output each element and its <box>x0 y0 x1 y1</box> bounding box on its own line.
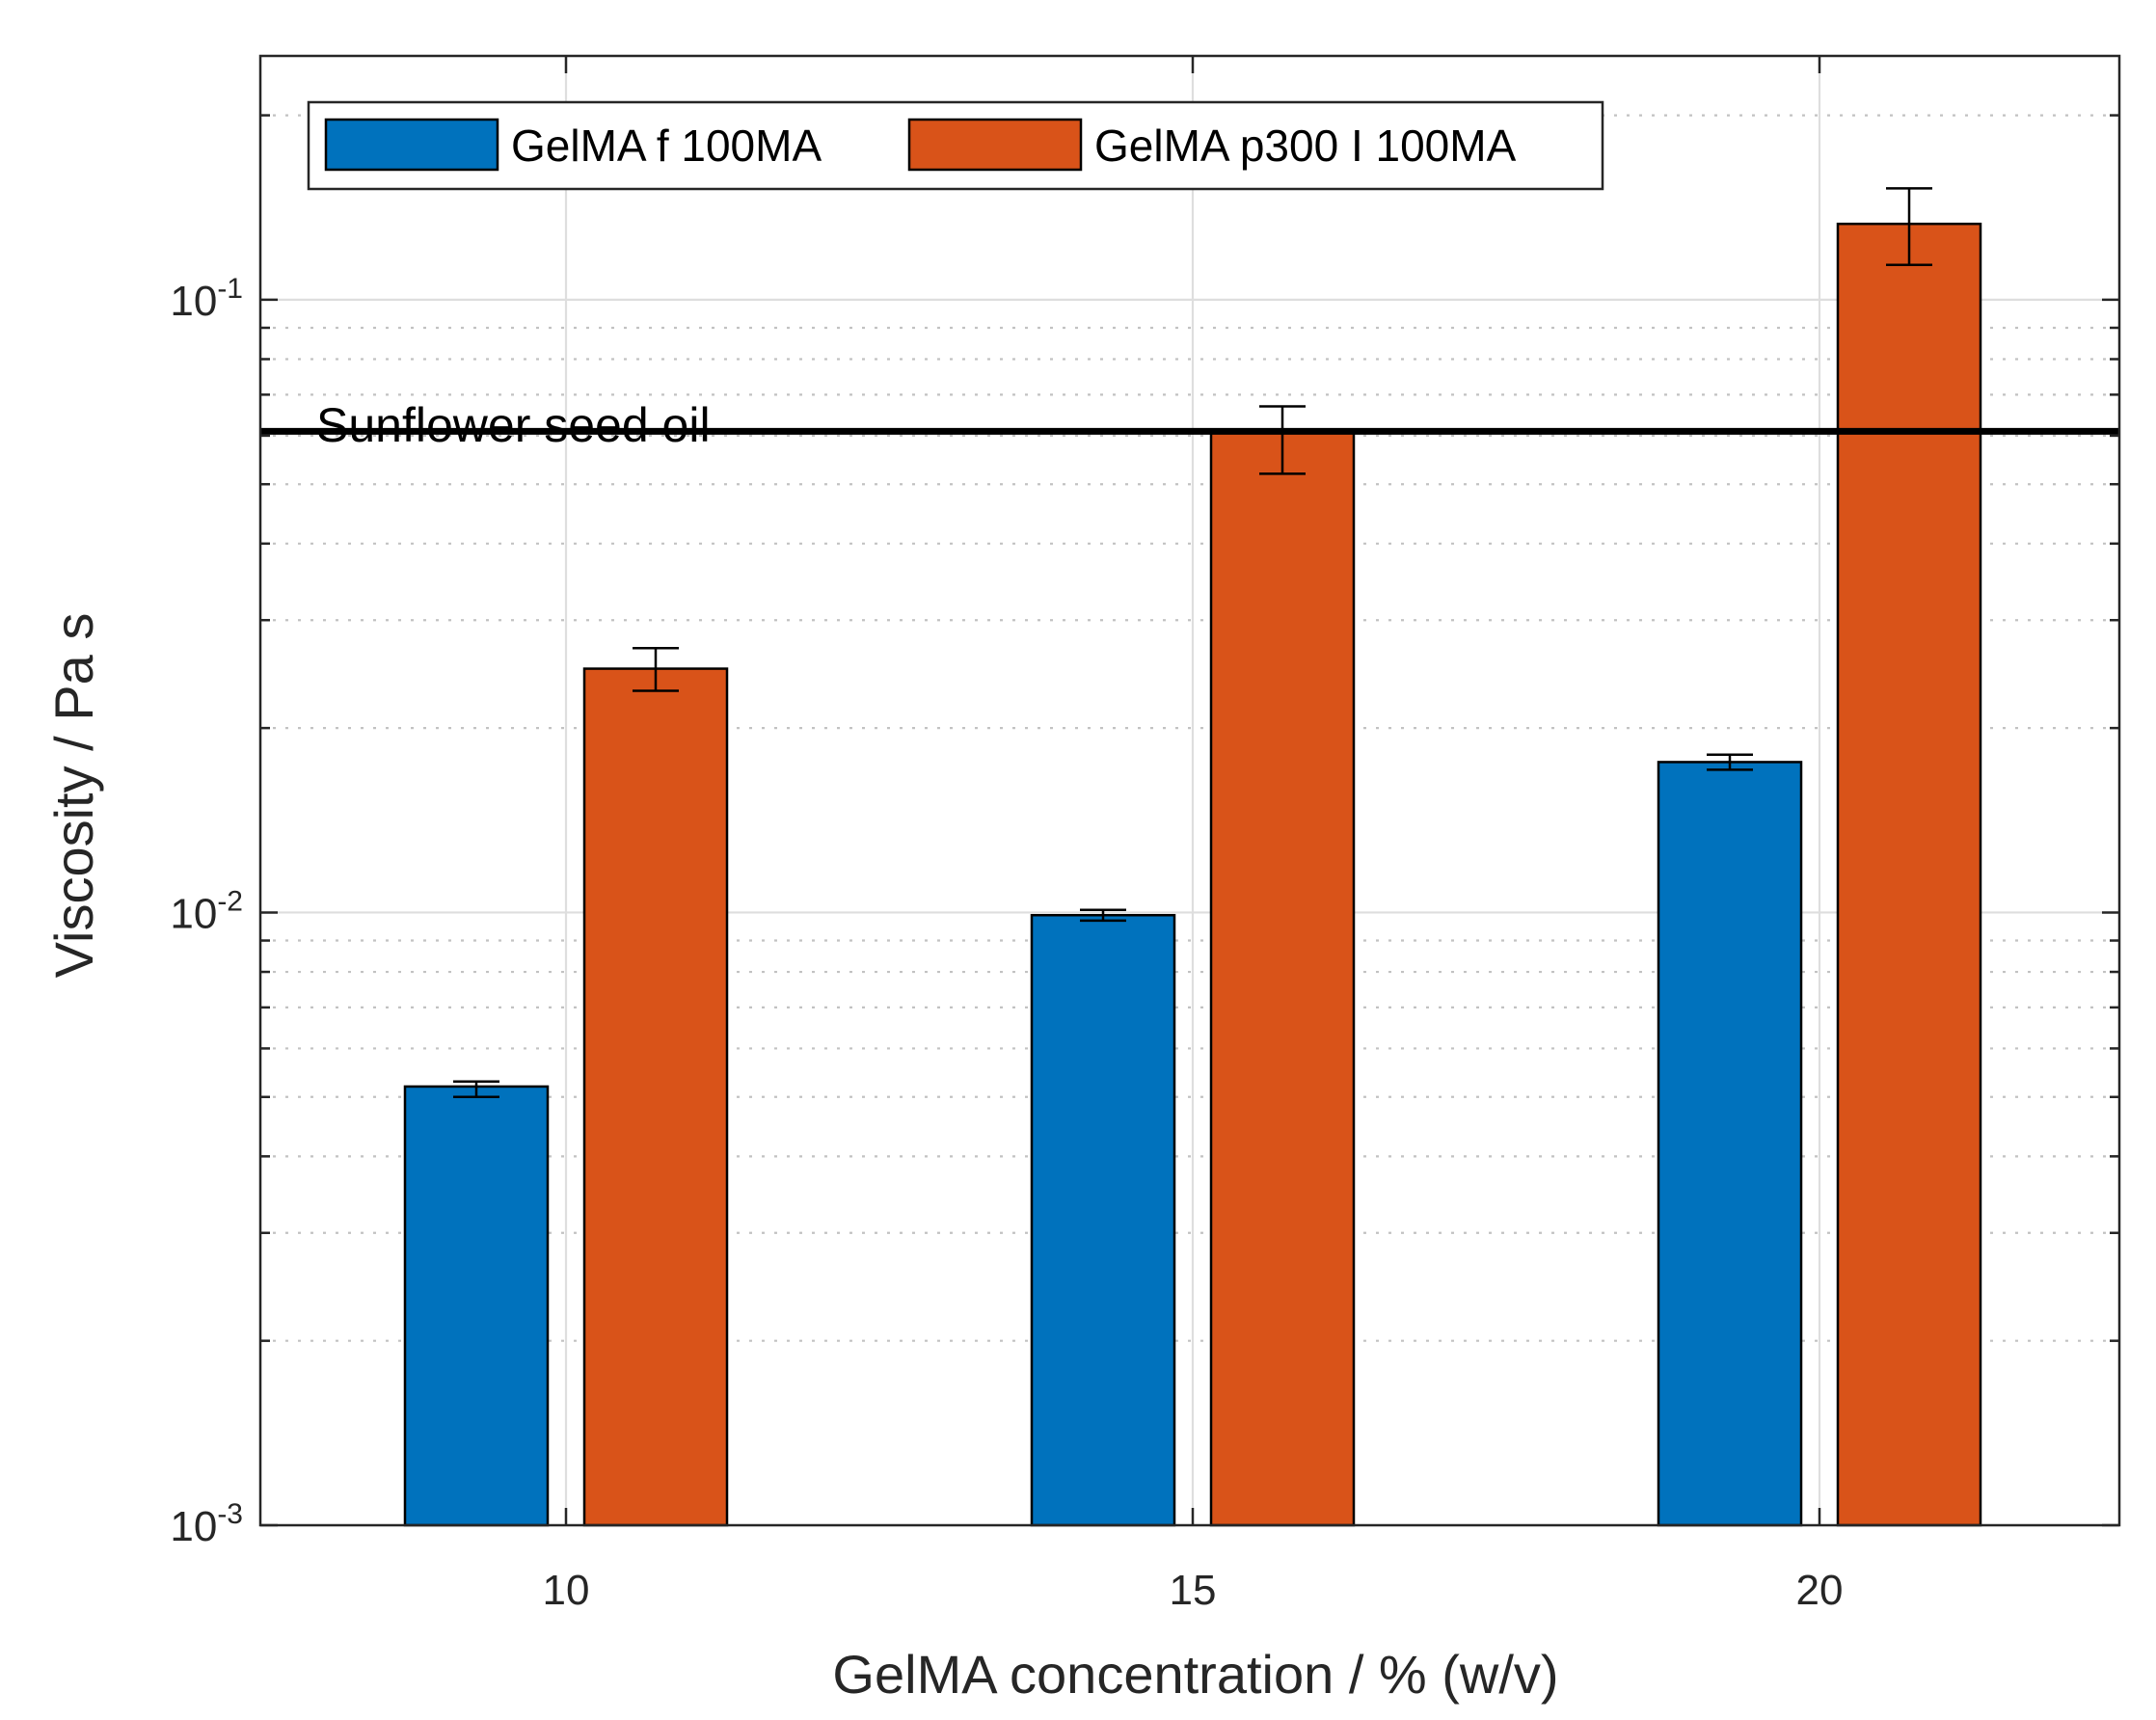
y-tick-label: 10-1 <box>170 273 243 325</box>
error-bar-f100ma-20 <box>1707 753 1753 771</box>
bar-p300-100ma-10 <box>582 667 729 1527</box>
legend-label-1: GelMA f 100MA <box>511 121 822 171</box>
bar-p300-100ma-15 <box>1209 430 1356 1527</box>
error-bar-f100ma-15 <box>1080 908 1126 923</box>
grid-layer <box>260 56 2119 1525</box>
y-tick-label: 10-2 <box>170 885 243 937</box>
x-tick-label: 15 <box>1170 1567 1217 1614</box>
legend-swatch-2 <box>907 118 1083 172</box>
x-tick-label: 10 <box>543 1567 590 1614</box>
reference-line-label: Sunflower seed oil <box>316 398 711 452</box>
x-axis-label: GelMA concentration / % (w/v) <box>832 1644 1558 1705</box>
error-bar-p300-100ma-20 <box>1886 187 1932 266</box>
axes-box <box>258 54 2121 1527</box>
bar-f100ma-20 <box>1657 761 1803 1527</box>
error-bar-p300-100ma-15 <box>1259 405 1306 475</box>
axes-layer: 10-3 10-2 10-1 10 15 20 <box>170 54 2121 1614</box>
error-bar-f100ma-10 <box>453 1080 499 1099</box>
legend-label-2: GelMA p300 I 100MA <box>1094 121 1517 171</box>
labels-layer: GelMA concentration / % (w/v) Viscosity … <box>43 398 1559 1705</box>
x-tick-label: 20 <box>1796 1567 1844 1614</box>
y-tick-label: 10-3 <box>170 1498 243 1550</box>
bar-f100ma-15 <box>1030 913 1176 1527</box>
legend: GelMA f 100MA GelMA p300 I 100MA <box>307 100 1604 191</box>
bar-f100ma-10 <box>403 1085 550 1527</box>
y-axis-label: Viscosity / Pa s <box>43 613 104 979</box>
error-bar-p300-100ma-10 <box>633 647 679 692</box>
bar-p300-100ma-20 <box>1836 222 1982 1527</box>
legend-swatch-1 <box>324 118 499 172</box>
bars-layer <box>403 187 1982 1527</box>
